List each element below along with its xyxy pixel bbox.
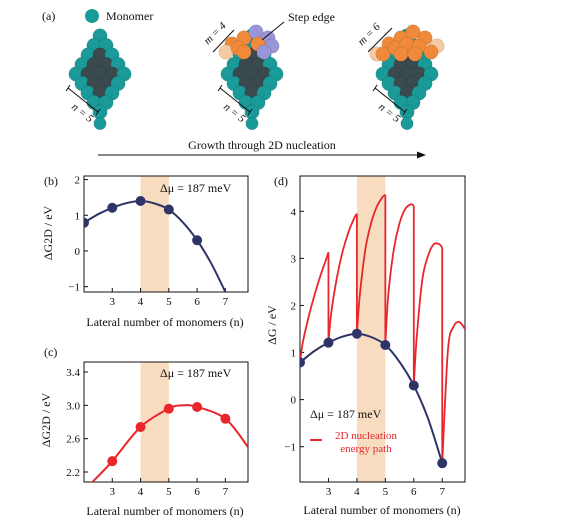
monomer-legend-icon [85, 9, 99, 23]
panel-b-ytick-label: 2 [75, 175, 81, 187]
panel-b-tag: (b) [44, 174, 58, 188]
panel-d-point [437, 458, 448, 469]
panel-c-frame [83, 361, 249, 483]
cluster-2-icon [218, 24, 284, 131]
panel-b-xtick-label: 5 [166, 296, 172, 308]
panel-c-point [135, 422, 146, 432]
panel-a: (a) Monomer n = 5 n = 5 n = 5 m = [42, 9, 445, 159]
panel-c-xlabel: Lateral number of monomers (n) [86, 504, 243, 518]
panel-c-xtick-label: 5 [166, 486, 172, 498]
panel-b-frame [83, 175, 249, 293]
panel-d-point [300, 357, 305, 368]
panel-c-point [192, 402, 203, 412]
panel-b-ytick-label: 1 [75, 210, 81, 222]
panel-b-shaded-band [140, 176, 169, 292]
growth-arrow-head [417, 151, 426, 159]
panel-d-xtick-label: 6 [411, 486, 417, 498]
panel-d-red-path [441, 320, 465, 464]
panel-c-ytick-label: 3.4 [66, 367, 80, 379]
panel-b-xtick-label: 7 [223, 296, 229, 308]
panel-d-ytick-label: 0 [291, 395, 297, 407]
panel-d-red-path [355, 194, 386, 334]
panel-b-annotation: Δμ = 187 meV [160, 181, 232, 195]
panel-d-xlabel: Lateral number of monomers (n) [303, 503, 460, 517]
panel-c: (c) 3 4 5 6 7 2.2 2.6 3.0 3.4 Δμ = 187 meV Later… [39, 345, 249, 518]
panel-d-shaded-band [356, 176, 386, 482]
panel-c-point [220, 413, 231, 424]
panel-d-ylabel: ΔG / eV [265, 305, 279, 345]
panel-c-xtick-label: 6 [194, 486, 200, 498]
legend-red-label: 2D nucleation energy path [334, 430, 397, 455]
panel-d-point [380, 340, 391, 351]
panel-b-xtick-label: 4 [138, 296, 144, 308]
panel-b-point [107, 202, 118, 213]
panel-d-red-path [412, 242, 444, 386]
panel-d-ytick-label: −1 [284, 442, 296, 454]
panel-d-tag: (d) [274, 174, 288, 188]
panel-b-point [163, 204, 174, 215]
panel-d-xtick-label: 4 [354, 486, 360, 498]
panel-c-ytick-label: 2.6 [66, 434, 80, 446]
panel-b-point [135, 195, 146, 206]
panel-d-ytick-label: 4 [291, 206, 297, 218]
panel-b-ylabel: ΔG2D / eV [41, 205, 55, 260]
panel-d-ytick-label: 1 [291, 348, 297, 360]
panel-c-xtick-label: 4 [138, 486, 144, 498]
panel-d-ytick-label: 3 [291, 253, 297, 265]
panel-a-tag: (a) [42, 9, 55, 23]
panel-b-xlabel: Lateral number of monomers (n) [86, 315, 243, 329]
panel-b-xtick-label: 3 [110, 296, 116, 308]
panel-b-point [84, 217, 89, 228]
panel-b-point [192, 235, 203, 246]
panel-c-tag: (c) [44, 345, 57, 359]
panel-d: (d) 3 4 5 6 7 −1 0 1 2 3 4 Δμ = 187 meV 2D nucleat… [265, 174, 466, 517]
cluster-1-icon [68, 28, 132, 131]
panel-b-ytick-label: 0 [75, 246, 81, 258]
panel-d-point [323, 337, 334, 348]
step-edge-label: Step edge [288, 10, 335, 24]
panel-d-xtick-label: 5 [383, 486, 389, 498]
panel-d-point [351, 328, 362, 339]
panel-b: (b) 3 4 5 6 7 −1 0 1 2 Δμ = 187 meV Lateral numb… [41, 174, 249, 329]
panel-d-ytick-label: 2 [291, 300, 297, 312]
growth-label: Growth through 2D nucleation [188, 138, 336, 152]
panel-c-ytick-label: 2.2 [66, 467, 80, 479]
panel-d-red-path [384, 203, 415, 346]
panel-d-red-path [300, 251, 330, 363]
panel-d-xtick-label: 3 [326, 486, 332, 498]
panel-d-point [408, 380, 419, 391]
monomer-legend-label: Monomer [106, 9, 153, 23]
panel-b-xtick-label: 6 [194, 296, 200, 308]
step-edge-pointer [261, 21, 285, 41]
panel-d-annotation: Δμ = 187 meV [310, 407, 382, 421]
panel-c-point [163, 403, 174, 414]
panel-d-red-path [327, 213, 358, 343]
panel-c-xtick-label: 7 [223, 486, 229, 498]
panel-c-ylabel: ΔG2D / eV [39, 392, 53, 447]
m-label-2: m = 6 [356, 21, 383, 48]
panel-c-ytick-label: 3.0 [66, 400, 80, 412]
panel-c-shaded-band [140, 362, 169, 482]
panel-c-xtick-label: 3 [110, 486, 116, 498]
panel-d-xtick-label: 7 [439, 486, 445, 498]
panel-c-annotation: Δμ = 187 meV [160, 366, 232, 380]
panel-b-ytick-label: −1 [68, 282, 80, 294]
panel-c-point [107, 456, 118, 467]
legend-red-label-box: 2D nucleation energy path [334, 430, 397, 455]
